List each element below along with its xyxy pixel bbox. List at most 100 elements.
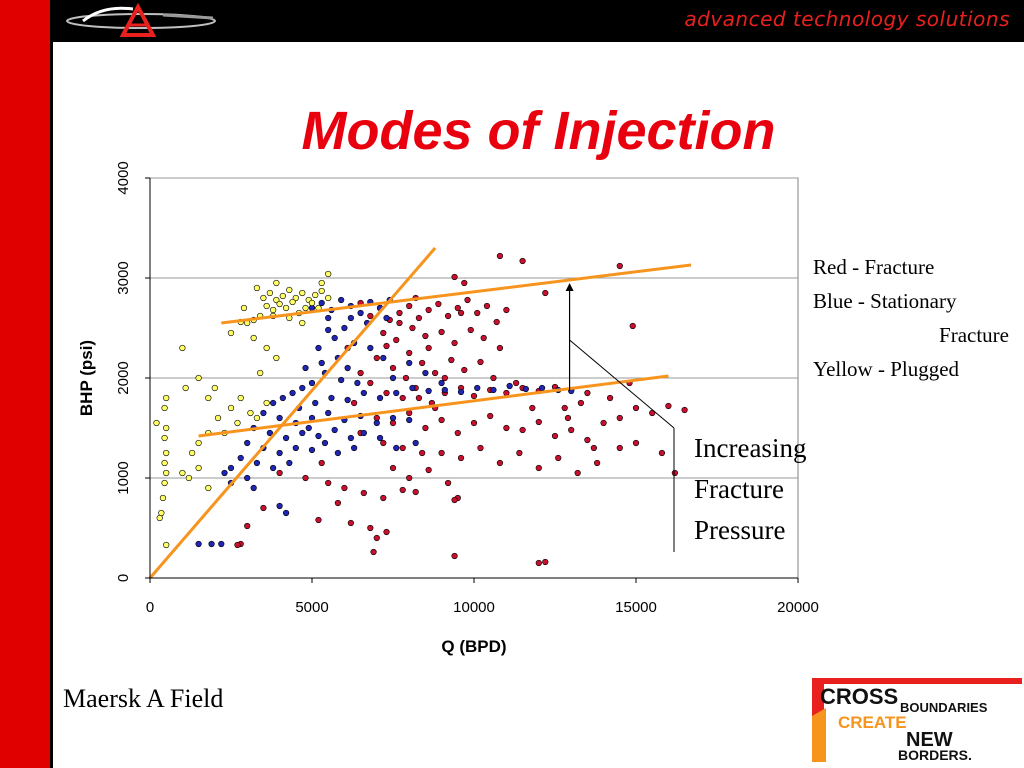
- data-point: [438, 379, 445, 387]
- data-point: [247, 409, 254, 417]
- data-point: [441, 386, 448, 394]
- data-point: [195, 540, 202, 548]
- data-point: [208, 540, 215, 548]
- series-legend: Red - Fracture Blue - Stationary Fractur…: [813, 250, 1009, 386]
- y-tick-label: 0: [115, 574, 132, 582]
- data-point: [406, 474, 413, 482]
- brand-line-1: CROSS: [820, 684, 898, 709]
- data-point: [503, 306, 510, 314]
- data-point: [318, 279, 325, 287]
- data-point: [250, 334, 257, 342]
- data-point: [237, 454, 244, 462]
- data-point: [325, 314, 332, 322]
- data-point: [542, 558, 549, 566]
- data-point: [159, 494, 167, 502]
- brand-line-2: BOUNDARIES: [900, 700, 988, 715]
- series-3: [153, 270, 332, 549]
- data-point: [457, 388, 465, 396]
- data-point: [477, 358, 484, 366]
- data-point: [425, 466, 432, 474]
- data-point: [402, 374, 410, 382]
- data-point: [161, 479, 168, 487]
- data-point: [658, 449, 666, 457]
- data-point: [522, 385, 529, 393]
- data-point: [302, 304, 309, 312]
- data-point: [195, 439, 202, 447]
- x-axis-title: Q (BPD): [441, 637, 506, 656]
- legend-red: Red - Fracture: [813, 255, 935, 279]
- side-accent-bar: [0, 0, 50, 768]
- data-point: [351, 444, 358, 452]
- data-point: [214, 414, 222, 422]
- annotation-line-1: Increasing: [694, 433, 807, 463]
- data-point: [435, 300, 442, 308]
- data-point: [253, 414, 261, 422]
- data-point: [383, 314, 390, 322]
- data-point: [341, 324, 348, 332]
- data-point: [292, 444, 299, 452]
- data-point: [406, 302, 413, 310]
- data-point: [406, 409, 413, 417]
- data-point: [318, 287, 325, 295]
- data-point: [367, 312, 374, 320]
- data-point: [438, 328, 445, 336]
- data-point: [221, 469, 228, 477]
- x-tick-label: 10000: [453, 599, 495, 616]
- data-point: [205, 394, 212, 402]
- data-point: [577, 399, 585, 407]
- data-point: [415, 314, 423, 322]
- data-point: [448, 356, 455, 364]
- grid-lines: [149, 177, 799, 579]
- data-point: [286, 459, 293, 467]
- data-point: [270, 399, 277, 407]
- data-point: [606, 394, 614, 402]
- data-point: [357, 309, 364, 317]
- data-point: [474, 309, 481, 317]
- annotation-arrow: [565, 283, 675, 552]
- data-point: [373, 419, 380, 427]
- data-point: [409, 384, 416, 392]
- data-point: [354, 379, 361, 387]
- pressure-annotation: Increasing Fracture Pressure: [694, 428, 806, 551]
- data-point: [308, 299, 316, 307]
- data-point: [273, 354, 280, 362]
- data-point: [568, 426, 575, 434]
- arrow-head: [565, 283, 574, 291]
- data-point: [367, 524, 374, 532]
- data-point: [474, 384, 481, 392]
- data-point: [244, 522, 251, 530]
- data-point: [415, 394, 423, 402]
- data-point: [195, 464, 202, 472]
- data-point: [357, 369, 364, 377]
- data-point: [513, 379, 520, 387]
- trend-line: [198, 374, 669, 438]
- data-point: [600, 419, 607, 427]
- data-point: [276, 300, 283, 308]
- data-point: [438, 416, 445, 424]
- data-point: [616, 262, 623, 270]
- data-point: [584, 436, 591, 444]
- data-point: [487, 412, 494, 420]
- x-tick-label: 5000: [295, 599, 328, 616]
- axes: 0 5000 10000 15000 20000 0 1000 2000 3000 4000 Q (…: [77, 161, 819, 656]
- data-point: [399, 394, 406, 402]
- data-point: [263, 399, 270, 407]
- data-point: [574, 469, 581, 477]
- data-point: [496, 459, 504, 467]
- data-point: [315, 344, 322, 352]
- data-point: [376, 394, 384, 402]
- data-point: [406, 349, 413, 357]
- data-point: [632, 404, 640, 412]
- data-point: [163, 449, 170, 457]
- data-point: [276, 469, 283, 477]
- data-point: [616, 444, 623, 452]
- data-point: [399, 444, 406, 452]
- data-point: [551, 432, 559, 440]
- data-point: [325, 326, 332, 334]
- data-point: [179, 469, 186, 477]
- data-point: [153, 419, 160, 427]
- brand-logo: CROSS BOUNDARIES CREATE NEW BORDERS.: [812, 678, 1022, 762]
- data-point: [315, 432, 322, 440]
- data-point: [464, 296, 471, 304]
